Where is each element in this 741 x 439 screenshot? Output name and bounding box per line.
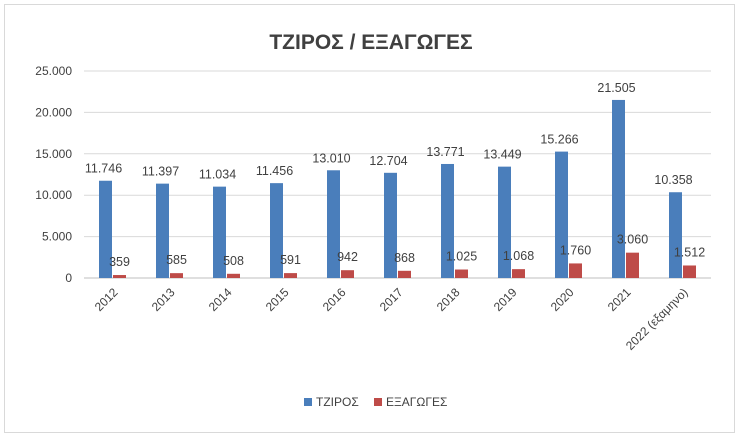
data-label-tziros: 11.034 (199, 168, 236, 182)
legend-swatch-tziros (304, 398, 312, 406)
bar-tziros (498, 166, 511, 278)
x-axis: 2012 2013 2014 2015 2016 2017 2018 2019 2020 2021… (92, 285, 691, 353)
chart-svg: ΤΖΙΡΟΣ / ΕΞΑΓΩΓΕΣ 11.746 359 11.397 585 11.0… (35, 31, 711, 409)
data-label-tziros: 10.358 (654, 173, 692, 187)
data-label-exagoges: 1.068 (503, 249, 534, 263)
legend-label-tziros: ΤΖΙΡΟΣ (316, 395, 359, 409)
bar-exagoges (227, 273, 240, 278)
data-label-tziros: 13.449 (483, 148, 521, 162)
data-labels: 11.746 359 11.397 585 11.034 508 11.456 591 13.0… (85, 81, 705, 269)
data-label-tziros: 21.505 (597, 81, 635, 95)
data-label-exagoges: 1.025 (446, 250, 477, 264)
legend-swatch-exagoges (374, 398, 382, 406)
bar-exagoges (284, 273, 297, 278)
y-tick-label: 20.000 (35, 105, 72, 119)
bar-exagoges (455, 269, 468, 278)
x-tick-label: 2012 (92, 285, 121, 314)
data-label-exagoges: 1.512 (674, 245, 705, 259)
bar-tziros (384, 172, 397, 278)
bar-exagoges (569, 263, 582, 278)
bar-exagoges (113, 275, 126, 278)
legend: ΤΖΙΡΟΣ ΕΞΑΓΩΓΕΣ (304, 395, 447, 409)
x-tick-label: 2014 (206, 285, 235, 314)
chart-title: ΤΖΙΡΟΣ / ΕΞΑΓΩΓΕΣ (269, 31, 472, 54)
y-tick-label: 5.000 (42, 230, 72, 244)
x-tick-label: 2019 (491, 285, 520, 314)
data-label-exagoges: 942 (337, 250, 358, 264)
legend-label-exagoges: ΕΞΑΓΩΓΕΣ (386, 395, 447, 409)
bar-exagoges (512, 269, 525, 278)
y-axis: 0 5.000 10.000 15.000 20.000 25.000 (35, 64, 72, 285)
bar-tziros (270, 183, 283, 278)
data-label-exagoges: 1.760 (560, 243, 591, 257)
gridlines (84, 70, 711, 279)
bar-exagoges (341, 270, 354, 278)
x-tick-label: 2018 (434, 285, 463, 314)
data-label-exagoges: 591 (280, 253, 301, 267)
bar-exagoges (626, 252, 639, 278)
data-label-tziros: 11.746 (85, 162, 122, 176)
bar-tziros (213, 186, 226, 278)
x-tick-label: 2013 (149, 285, 178, 314)
x-tick-label: 2017 (377, 285, 406, 314)
bar-exagoges (170, 273, 183, 278)
x-tick-label: 2021 (605, 285, 634, 314)
bar-tziros (612, 99, 625, 278)
bars (99, 99, 696, 278)
bar-tziros (555, 151, 568, 278)
bar-tziros (327, 170, 340, 278)
y-tick-label: 15.000 (35, 147, 72, 161)
data-label-exagoges: 508 (223, 254, 244, 268)
data-label-tziros: 12.704 (369, 154, 407, 168)
bar-tziros (99, 180, 112, 278)
data-label-exagoges: 359 (109, 255, 130, 269)
data-label-tziros: 15.266 (540, 133, 578, 147)
chart-frame: ΤΖΙΡΟΣ / ΕΞΑΓΩΓΕΣ 11.746 359 11.397 585 11.0… (4, 4, 735, 433)
x-tick-label: 2020 (548, 285, 577, 314)
x-tick-label: 2016 (320, 285, 349, 314)
data-label-tziros: 13.010 (312, 151, 350, 165)
data-label-tziros: 13.771 (426, 145, 464, 159)
data-label-exagoges: 868 (394, 251, 415, 265)
y-tick-label: 0 (65, 271, 72, 285)
data-label-exagoges: 585 (166, 253, 187, 267)
bar-tziros (156, 183, 169, 278)
bar-exagoges (398, 270, 411, 278)
data-label-exagoges: 3.060 (617, 233, 648, 247)
data-label-tziros: 11.397 (142, 165, 179, 179)
x-tick-label: 2015 (263, 285, 292, 314)
bar-exagoges (683, 265, 696, 278)
bar-tziros (441, 163, 454, 278)
bar-tziros (669, 192, 682, 278)
y-tick-label: 25.000 (35, 64, 72, 78)
data-label-tziros: 11.456 (256, 164, 293, 178)
y-tick-label: 10.000 (35, 188, 72, 202)
